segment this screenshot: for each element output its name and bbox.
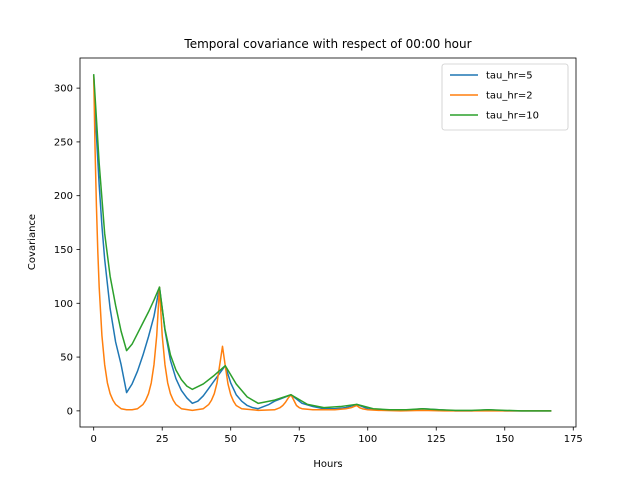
- y-tick-label: 150: [54, 245, 73, 256]
- y-tick-label: 200: [54, 191, 73, 202]
- x-tick-label: 25: [156, 434, 169, 445]
- legend-label: tau_hr=2: [486, 91, 533, 102]
- x-tick-label: 75: [293, 434, 306, 445]
- legend: tau_hr=5 tau_hr=2 tau_hr=10: [441, 63, 569, 131]
- x-axis-label: Hours: [313, 459, 342, 470]
- y-tick-label: 0: [67, 406, 73, 417]
- x-tick-label: 150: [495, 434, 514, 445]
- legend-box: [441, 63, 569, 131]
- y-axis: 0 50 100 150 200 250 300: [54, 84, 80, 417]
- legend-label: tau_hr=5: [486, 71, 533, 82]
- x-tick-label: 100: [358, 434, 377, 445]
- x-tick-label: 50: [224, 434, 237, 445]
- chart-title: Temporal covariance with respect of 00:0…: [183, 37, 471, 51]
- series-line-tau_hr=2: [92, 75, 552, 412]
- plot-frame: [79, 57, 577, 428]
- y-axis-label: Covariance: [27, 214, 38, 270]
- y-tick-label: 250: [54, 137, 73, 148]
- x-tick-label: 175: [564, 434, 583, 445]
- y-tick-label: 100: [54, 299, 73, 310]
- y-tick-label: 300: [54, 84, 73, 95]
- series-line-tau_hr=10: [92, 74, 552, 412]
- x-tick-label: 125: [427, 434, 446, 445]
- x-axis: 0 25 50 75 100 125 150 175: [91, 427, 583, 445]
- legend-label: tau_hr=10: [486, 111, 539, 122]
- y-tick-label: 50: [60, 353, 73, 364]
- x-tick-label: 0: [91, 434, 97, 445]
